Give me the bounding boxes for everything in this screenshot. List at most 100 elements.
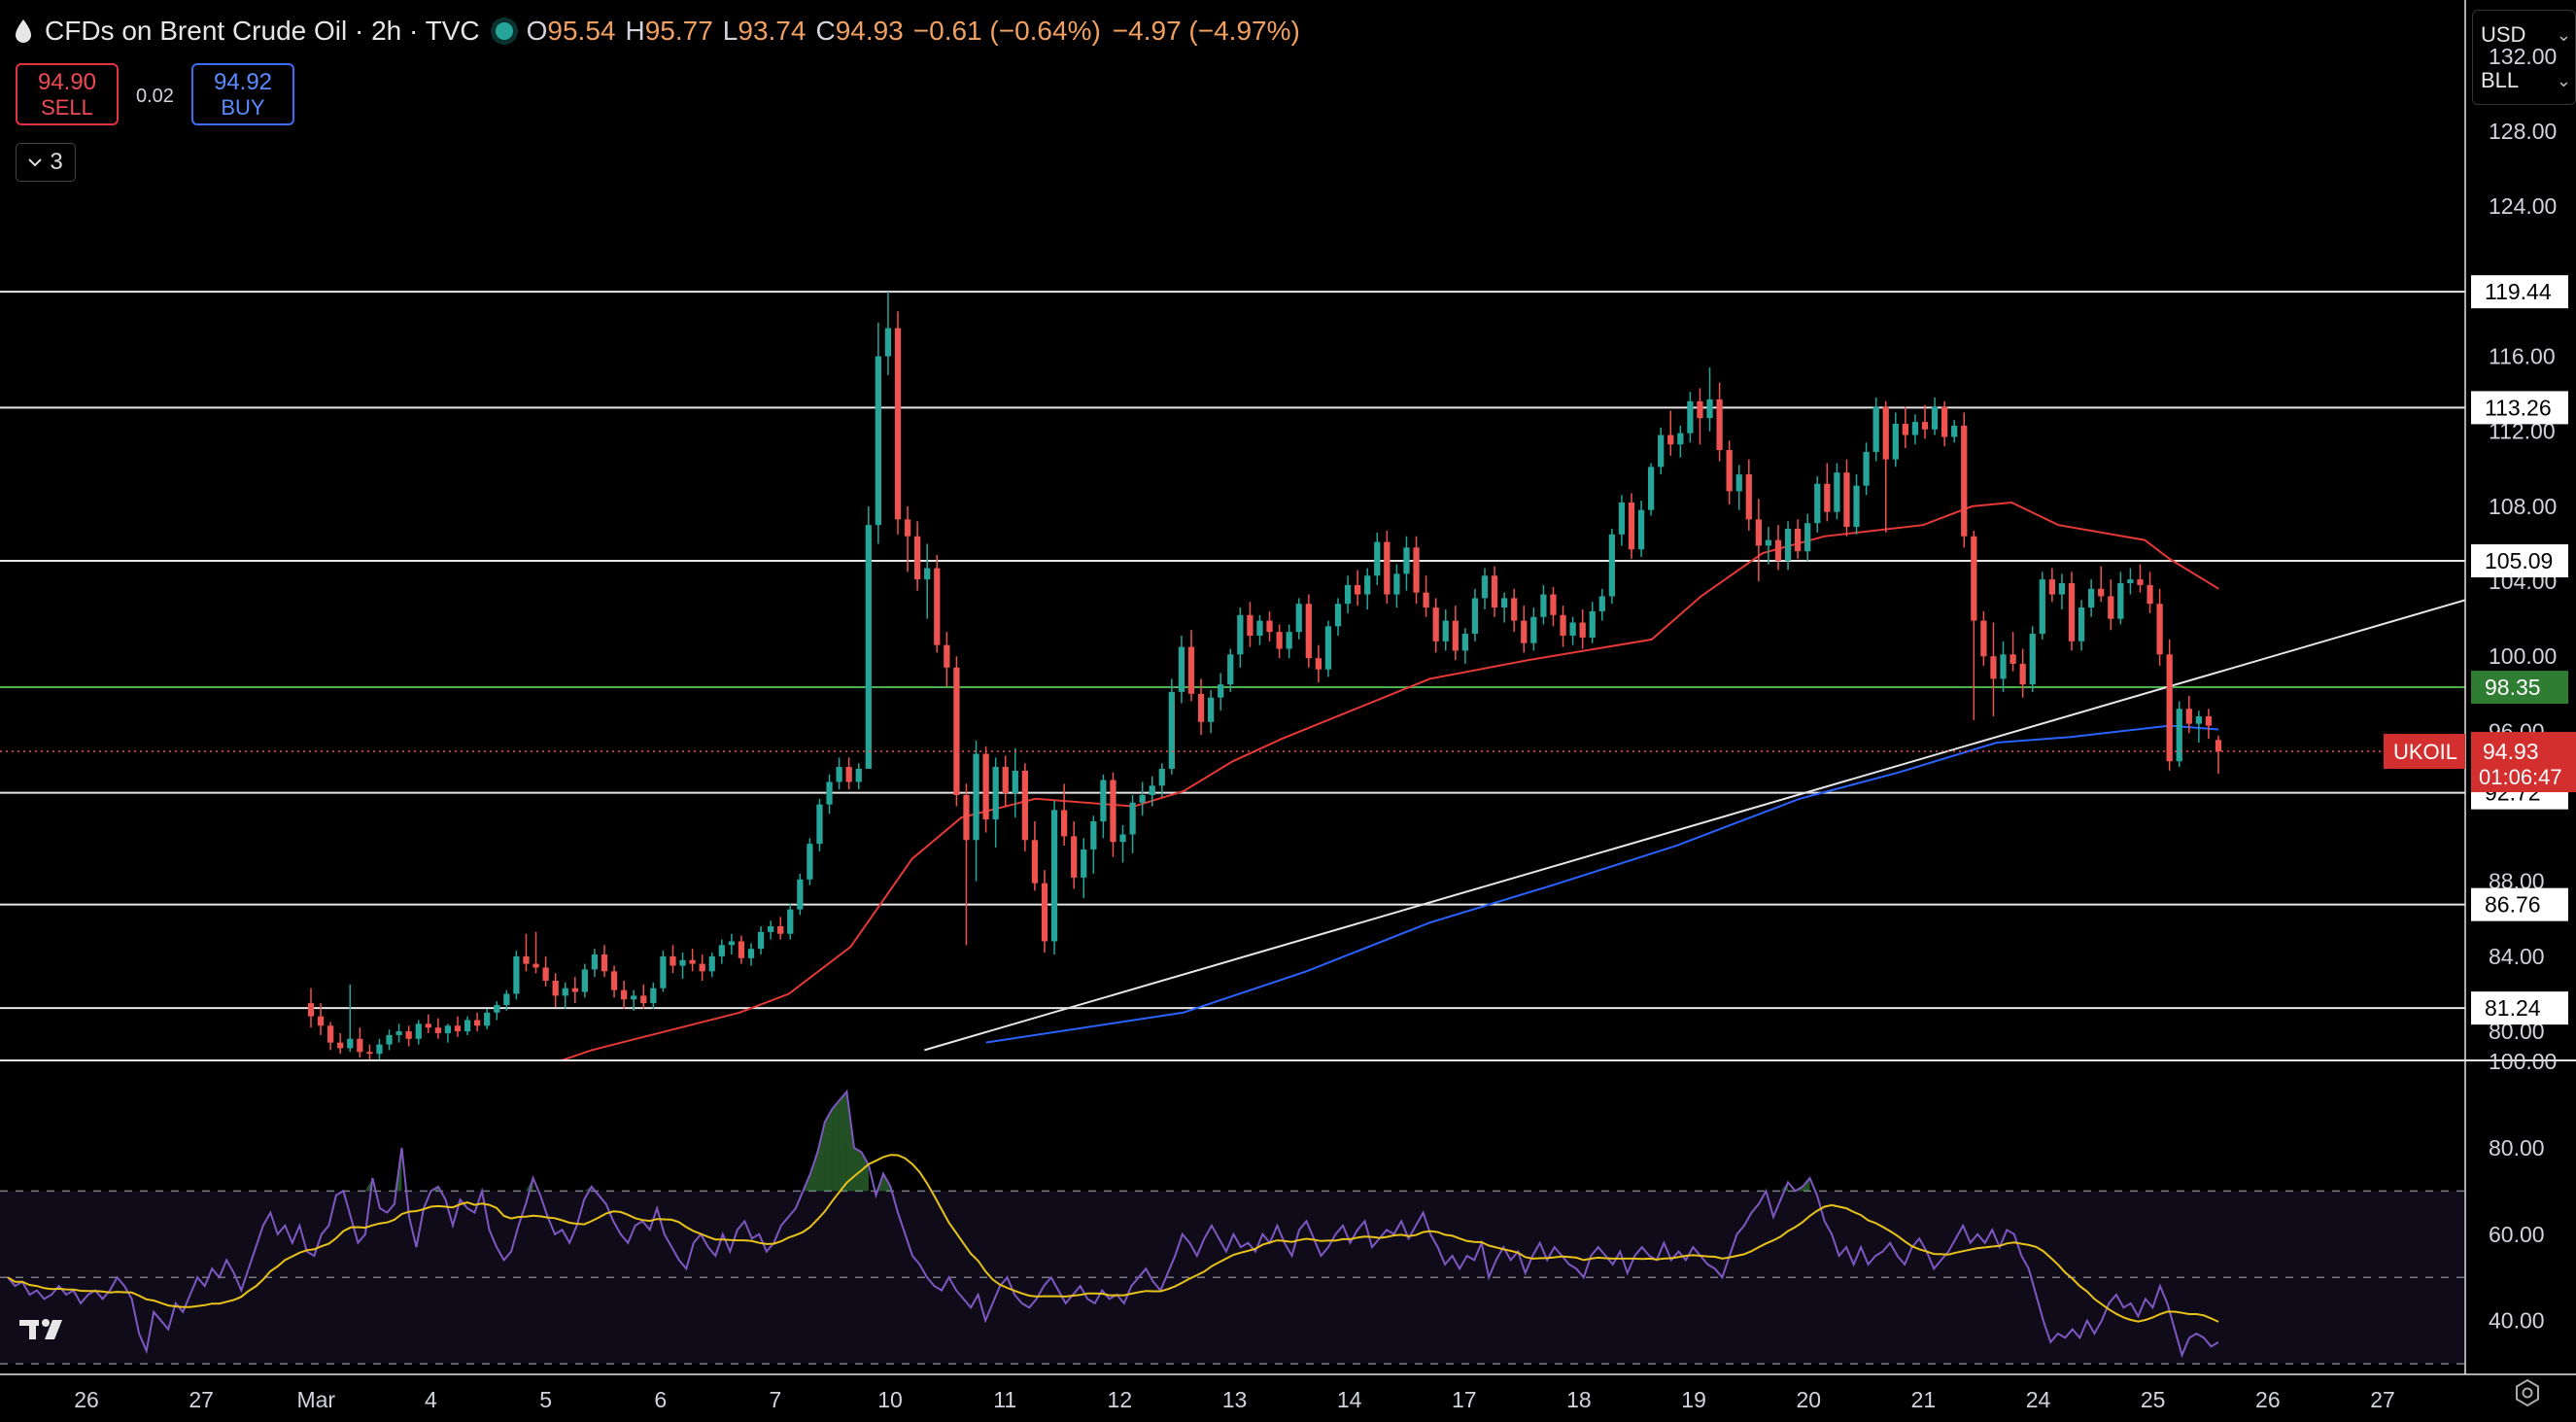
price-tick-label: 116.00 xyxy=(2489,344,2556,369)
candle-body xyxy=(894,328,902,520)
currency-value: USD xyxy=(2481,22,2526,47)
candle-body xyxy=(1168,691,1175,769)
candle-body xyxy=(513,955,520,994)
candle-body xyxy=(1501,598,1508,608)
unit-value: BLL xyxy=(2481,68,2520,92)
close-label: C xyxy=(815,16,836,46)
time-axis-label: 6 xyxy=(654,1387,667,1412)
candle-body xyxy=(1031,840,1039,884)
unit-select[interactable]: BLL ⌄ xyxy=(2472,56,2576,105)
candle-body xyxy=(2009,654,2016,664)
candle-body xyxy=(807,844,813,880)
candle-body xyxy=(386,1034,393,1045)
time-axis-label: 25 xyxy=(2141,1387,2166,1412)
indicators-toggle-button[interactable]: 3 xyxy=(16,143,76,182)
candle-body xyxy=(904,519,911,537)
candle-body xyxy=(1355,584,1361,595)
candle-body xyxy=(924,568,931,580)
candle-body xyxy=(307,1003,315,1017)
rsi-overbought-fill xyxy=(394,1147,402,1192)
settings-gear-icon[interactable] xyxy=(2513,1378,2542,1407)
tradingview-logo-icon[interactable] xyxy=(19,1314,82,1341)
trendline xyxy=(924,599,2465,1052)
candle-body xyxy=(1598,596,1605,611)
currency-select[interactable]: USD ⌄ xyxy=(2472,10,2576,58)
price-tick-label: 132.00 xyxy=(2489,44,2557,69)
candle-body xyxy=(1716,399,1723,451)
candle-body xyxy=(2137,579,2144,585)
sell-label: SELL xyxy=(41,95,93,120)
candle-body xyxy=(816,804,823,845)
candle-body xyxy=(865,525,872,769)
candle-body xyxy=(2088,588,2095,608)
candle-body xyxy=(934,568,941,645)
symbol-title[interactable]: CFDs on Brent Crude Oil · 2h · TVC xyxy=(45,16,480,46)
candle-body xyxy=(1050,810,1058,942)
time-axis-label: 24 xyxy=(2026,1387,2051,1412)
sell-button[interactable]: 94.90 SELL xyxy=(16,63,119,125)
candle-body xyxy=(1658,434,1665,468)
candle-body xyxy=(1423,592,1429,608)
candle-body xyxy=(395,1031,402,1035)
candle-body xyxy=(2215,740,2222,752)
candle-body xyxy=(1344,584,1352,605)
price-tick-label: 100.00 xyxy=(2489,643,2557,669)
candle-body xyxy=(2039,579,2045,635)
candle-body xyxy=(1119,834,1126,843)
candle-body xyxy=(747,949,755,958)
candle-body xyxy=(1295,604,1302,633)
rsi-ma-line xyxy=(7,1154,2219,1323)
candle-body xyxy=(1951,425,1958,437)
candle-body xyxy=(1452,620,1459,651)
candle-body xyxy=(982,753,989,820)
candle-body xyxy=(1227,654,1234,685)
candle-body xyxy=(1521,620,1528,643)
candle-body xyxy=(944,644,950,668)
candle-body xyxy=(523,955,530,964)
candle-body xyxy=(405,1031,412,1039)
time-axis-label: 12 xyxy=(1108,1387,1133,1412)
candle-body xyxy=(884,328,892,357)
candle-body xyxy=(1569,622,1576,636)
rsi-tick-label: 60.00 xyxy=(2489,1222,2545,1247)
rsi-tick-label: 80.00 xyxy=(2489,1135,2545,1161)
time-axis-label: 19 xyxy=(1681,1387,1706,1412)
candle-body xyxy=(503,993,510,1006)
chart-header: CFDs on Brent Crude Oil · 2h · TVC O 95.5… xyxy=(14,14,1312,49)
candle-body xyxy=(1804,523,1811,552)
candle-body xyxy=(2000,654,2007,679)
candle-body xyxy=(484,1012,491,1026)
candle-body xyxy=(1218,684,1224,698)
candle-body xyxy=(337,1042,344,1049)
candle-body xyxy=(1129,802,1136,835)
buy-label: BUY xyxy=(221,95,265,120)
chevron-down-icon: ⌄ xyxy=(2556,25,2571,45)
time-axis-label: 17 xyxy=(1452,1387,1477,1412)
buy-button[interactable]: 94.92 BUY xyxy=(191,63,294,125)
candle-body xyxy=(1334,604,1342,627)
candle-body xyxy=(1237,614,1244,655)
candle-body xyxy=(1608,534,1615,597)
level-label-bg xyxy=(2471,391,2568,425)
candle-body xyxy=(1187,646,1195,694)
candle-body xyxy=(660,955,667,988)
candle-body xyxy=(1315,658,1322,670)
candle-body xyxy=(1990,656,1997,679)
candle-body xyxy=(992,767,999,820)
candle-body xyxy=(1892,424,1899,460)
candle-body xyxy=(571,988,578,992)
candle-body xyxy=(1139,794,1146,803)
time-axis-label: 7 xyxy=(770,1387,782,1412)
horizontal-level-label: 119.44 xyxy=(2485,279,2552,304)
horizontal-level-label: 86.76 xyxy=(2485,892,2541,918)
candle-body xyxy=(357,1038,363,1053)
open-label: O xyxy=(526,16,548,46)
candle-body xyxy=(1774,539,1782,561)
candle-body xyxy=(1002,767,1009,794)
candle-body xyxy=(1784,529,1792,561)
chevron-down-icon: ⌄ xyxy=(2556,71,2571,90)
candle-body xyxy=(1413,547,1420,593)
candle-body xyxy=(1550,594,1557,615)
level-label-bg xyxy=(2471,275,2568,309)
